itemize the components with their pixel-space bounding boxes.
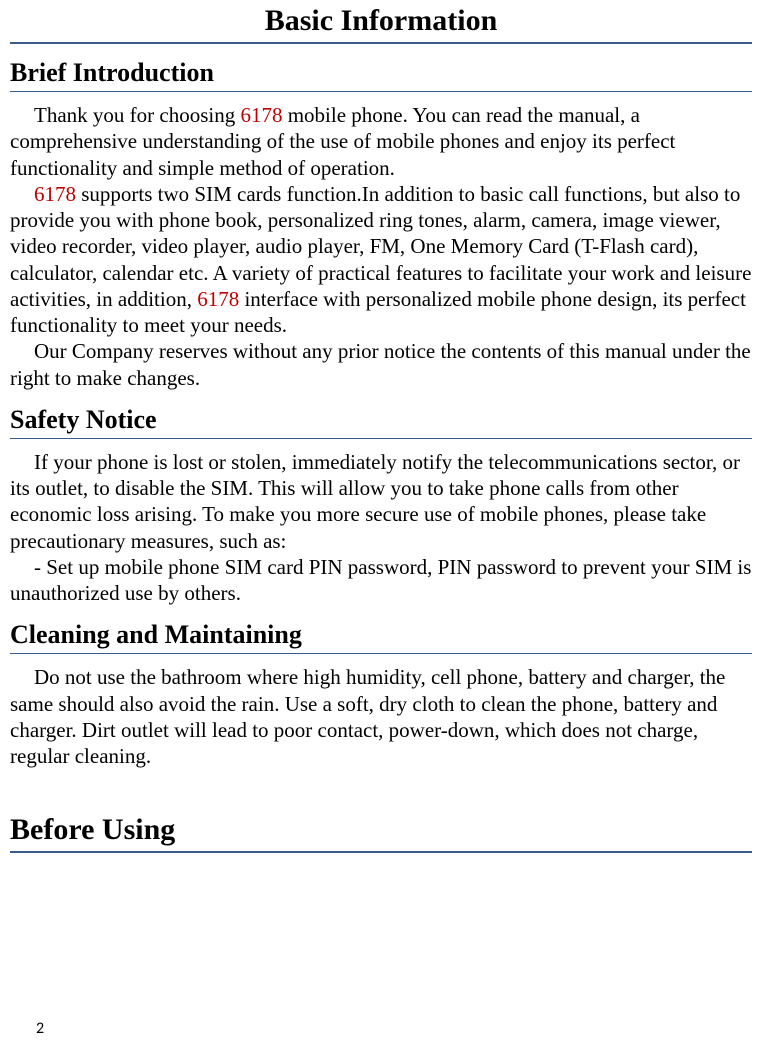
safety-para-2: - Set up mobile phone SIM card PIN passw… xyxy=(10,554,752,607)
page-container: Basic Information Brief Introduction Tha… xyxy=(0,4,762,1056)
page-number: 2 xyxy=(36,1019,44,1038)
vertical-spacer xyxy=(10,783,752,809)
safety-body: If your phone is lost or stolen, immedia… xyxy=(10,449,752,607)
brief-intro-para-2: 6178 supports two SIM cards function.In … xyxy=(10,181,752,339)
model-number: 6178 xyxy=(197,287,239,311)
heading-cleaning-maintaining: Cleaning and Maintaining xyxy=(10,620,752,654)
cleaning-body: Do not use the bathroom where high humid… xyxy=(10,664,752,769)
model-number: 6178 xyxy=(240,103,282,127)
brief-intro-para-1: Thank you for choosing 6178 mobile phone… xyxy=(10,102,752,181)
safety-para-1: If your phone is lost or stolen, immedia… xyxy=(10,449,752,554)
heading-safety-notice: Safety Notice xyxy=(10,405,752,439)
model-number: 6178 xyxy=(34,182,76,206)
heading-before-using: Before Using xyxy=(10,813,752,853)
brief-intro-para-3: Our Company reserves without any prior n… xyxy=(10,338,752,391)
heading-basic-information: Basic Information xyxy=(10,4,752,44)
text-run: Thank you for choosing xyxy=(34,103,240,127)
heading-brief-introduction: Brief Introduction xyxy=(10,58,752,92)
cleaning-para-1: Do not use the bathroom where high humid… xyxy=(10,664,752,769)
brief-intro-body: Thank you for choosing 6178 mobile phone… xyxy=(10,102,752,391)
